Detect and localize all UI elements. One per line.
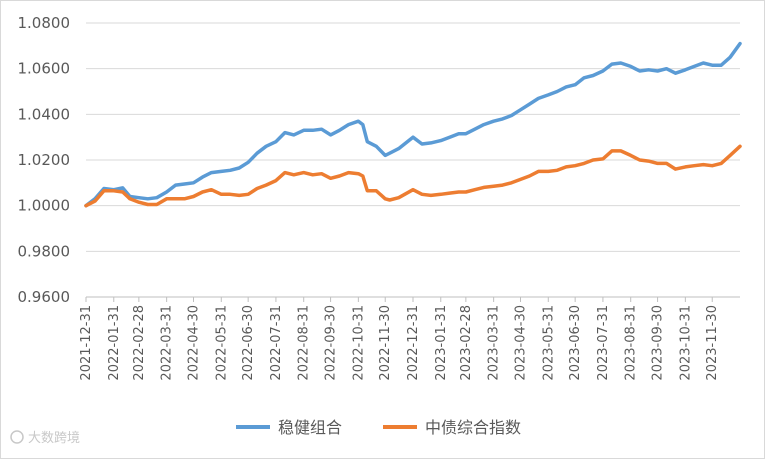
series-line-1 <box>84 41 742 208</box>
watermark-logo-icon <box>10 430 24 444</box>
x-tick-label: 2022-05-31 <box>214 305 229 381</box>
x-tick-label: 2022-12-31 <box>406 305 421 381</box>
x-tick-label: 2022-06-30 <box>241 305 256 381</box>
series-line-2 <box>84 144 742 208</box>
x-tick-label: 2023-08-31 <box>624 305 639 381</box>
x-tick-label: 2022-04-30 <box>187 305 202 381</box>
y-tick-label: 1.0600 <box>18 60 71 78</box>
y-tick-label: 1.0800 <box>18 14 71 32</box>
x-tick-label: 2022-09-30 <box>324 305 339 381</box>
watermark-text: 大数跨境 <box>28 431 80 446</box>
y-tick-label: 1.0200 <box>18 151 71 169</box>
y-tick-label: 1.0000 <box>18 197 71 215</box>
legend-label: 中债综合指数 <box>425 418 521 437</box>
x-tick-label: 2023-11-30 <box>705 305 720 381</box>
x-tick-label: 2022-08-31 <box>297 305 312 381</box>
x-tick-label: 2022-03-31 <box>160 305 175 381</box>
x-tick-label: 2022-07-31 <box>269 305 284 381</box>
x-tick-label: 2023-02-28 <box>459 305 474 381</box>
x-tick-label: 2023-07-31 <box>596 305 611 381</box>
x-tick-label: 2023-03-31 <box>487 305 502 381</box>
gridlines <box>86 22 740 252</box>
x-tick-label: 2023-06-30 <box>568 305 583 381</box>
y-tick-label: 0.9600 <box>18 288 71 306</box>
legend-label: 稳健组合 <box>278 418 342 437</box>
x-tick-label: 2021-12-31 <box>79 305 94 381</box>
legend: 稳健组合 中债综合指数 <box>236 418 521 437</box>
x-tick-label: 2023-09-30 <box>651 305 666 381</box>
x-tick-label: 2023-01-31 <box>434 305 449 381</box>
x-tick-label: 2022-11-30 <box>378 305 393 381</box>
x-tick-label: 2023-10-31 <box>678 305 693 381</box>
y-axis-labels: 1.0800 1.0600 1.0400 1.0200 1.0000 0.9800 0.96… <box>18 14 71 306</box>
x-tick-label: 2023-04-30 <box>514 305 529 381</box>
x-tick-label: 2022-02-28 <box>132 305 147 381</box>
y-tick-label: 0.9800 <box>18 242 71 260</box>
x-axis-labels: 2021-12-31 2022-01-31 2022-02-28 2022-03-31… <box>79 297 720 381</box>
x-tick-label: 2022-10-31 <box>351 305 366 381</box>
series-lines <box>84 41 742 208</box>
x-tick-label: 2022-01-31 <box>107 305 122 381</box>
watermark: 大数跨境 <box>10 430 80 446</box>
x-tick-label: 2023-05-31 <box>541 305 556 381</box>
y-tick-label: 1.0400 <box>18 105 71 123</box>
